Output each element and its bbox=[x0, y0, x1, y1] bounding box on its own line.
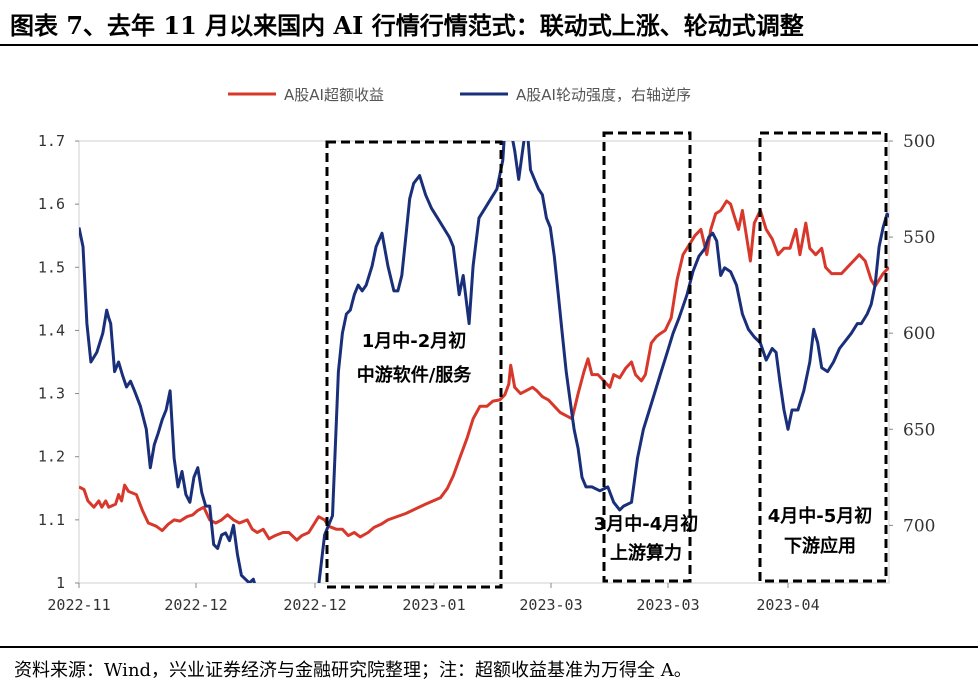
x-axis: 2022-11 2022-12 2022-12 2023-01 2023-03 2023-… bbox=[47, 583, 820, 614]
x-tick-label: 2022-12 bbox=[164, 596, 227, 614]
right-tick-label: 700 bbox=[903, 516, 935, 536]
figure-title: 图表 7、去年 11 月以来国内 AI 行情行情范式：联动式上涨、轮动式调整 bbox=[10, 11, 804, 40]
series-line-rotation-strength bbox=[79, 141, 889, 583]
right-tick-label: 650 bbox=[903, 420, 935, 440]
period-sublabel: 中游软件/服务 bbox=[357, 364, 473, 386]
top-rule bbox=[0, 44, 978, 46]
period-label: 3月中-4月初 bbox=[594, 513, 699, 535]
period-label: 1月中-2月初 bbox=[362, 330, 467, 352]
series-line-excess-return bbox=[79, 199, 889, 542]
legend-label: A股AI轮动强度，右轴逆序 bbox=[516, 86, 691, 104]
left-tick-label: 1.7 bbox=[38, 132, 65, 150]
x-tick-label: 2022-12 bbox=[283, 596, 346, 614]
x-tick-label: 2023-03 bbox=[519, 596, 582, 614]
left-axis: 1 1.1 1.2 1.3 1.4 1.5 1.6 1.7 bbox=[38, 132, 79, 592]
x-tick-label: 2023-01 bbox=[402, 596, 465, 614]
period-box bbox=[602, 131, 692, 583]
left-tick-label: 1.3 bbox=[38, 385, 65, 403]
left-tick-label: 1 bbox=[56, 574, 65, 592]
legend: A股AI超额收益 A股AI轮动强度，右轴逆序 bbox=[228, 86, 691, 104]
period-label: 4月中-5月初 bbox=[768, 505, 873, 527]
left-tick-label: 1.4 bbox=[38, 321, 65, 339]
left-tick-label: 1.5 bbox=[38, 258, 65, 276]
bottom-rule bbox=[0, 646, 978, 648]
left-tick-label: 1.6 bbox=[38, 195, 65, 213]
period-box bbox=[758, 131, 888, 583]
legend-label: A股AI超额收益 bbox=[284, 86, 384, 104]
left-tick-label: 1.2 bbox=[38, 448, 65, 466]
left-tick-label: 1.1 bbox=[38, 511, 65, 529]
x-tick-label: 2023-03 bbox=[636, 596, 699, 614]
right-tick-label: 550 bbox=[903, 228, 935, 248]
source-note: 资料来源：Wind，兴业证券经济与金融研究院整理；注：超额收益基准为万得全 A。 bbox=[14, 660, 692, 681]
period-sublabel: 下游应用 bbox=[784, 535, 856, 557]
right-axis: 500 550 600 650 700 bbox=[889, 132, 935, 536]
right-tick-label: 600 bbox=[903, 324, 935, 344]
right-tick-label: 500 bbox=[903, 132, 935, 152]
x-tick-label: 2023-04 bbox=[756, 596, 819, 614]
x-tick-label: 2022-11 bbox=[47, 596, 110, 614]
period-sublabel: 上游算力 bbox=[610, 542, 682, 564]
period-box bbox=[325, 140, 503, 589]
